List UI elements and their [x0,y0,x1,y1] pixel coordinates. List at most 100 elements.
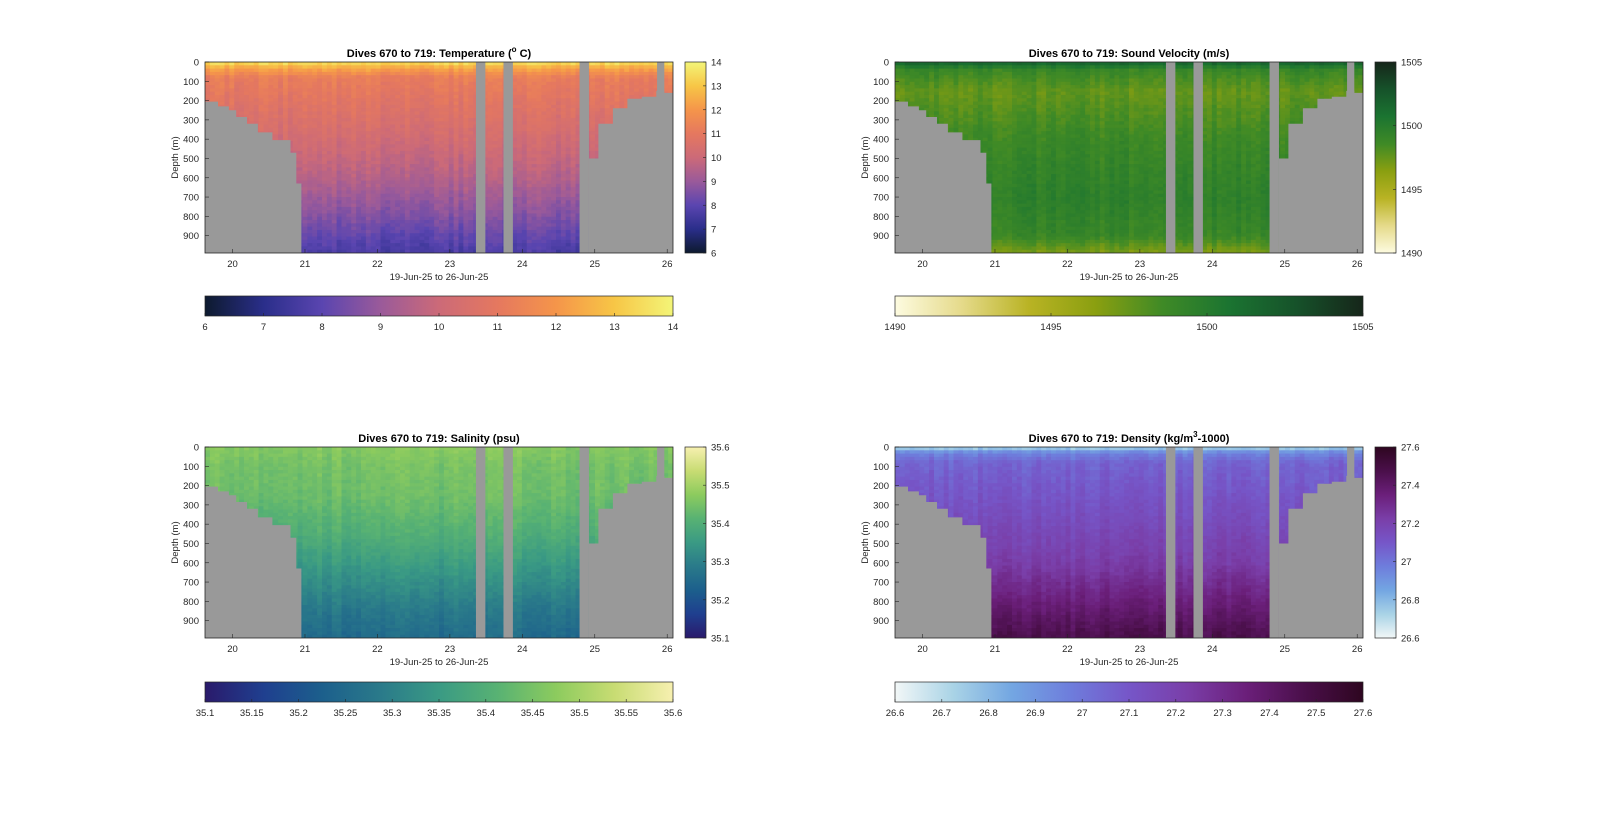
heatmap-cell [604,88,611,93]
heatmap-cell [482,91,489,96]
heatmap-cell [473,104,479,109]
heatmap-cell [551,137,557,142]
heatmap-cell [331,91,338,96]
heatmap-cell [365,111,372,116]
heatmap-cell [346,173,352,178]
heatmap-cell [341,193,347,198]
heatmap-cell [453,229,460,234]
heatmap-cell [551,114,557,119]
heatmap-cell [326,213,333,218]
heatmap-cell [458,121,464,126]
heatmap-cell [409,62,416,66]
heatmap-cell [307,108,313,112]
heatmap-cell [424,94,430,99]
heatmap-cell [253,104,260,109]
heatmap-cell [356,101,362,106]
heatmap-cell [302,223,308,228]
heatmap-cell [380,216,386,221]
heatmap-cell [482,193,489,198]
heatmap-cell [560,121,567,126]
heatmap-cell [541,164,547,168]
heatmap-cell [556,190,562,195]
heatmap-cell [512,170,518,175]
heatmap-cell [419,111,425,116]
heatmap-cell [512,206,518,211]
heatmap-cell [473,127,479,132]
heatmap-cell [468,236,474,241]
heatmap-cell [312,71,318,76]
heatmap-cell [487,104,494,109]
heatmap-cell [473,206,479,211]
heatmap-cell [229,71,235,76]
heatmap-cell [463,183,469,188]
heatmap-cell [385,206,391,211]
heatmap-cell [312,98,318,103]
heatmap-cell [341,108,347,112]
heatmap-cell [253,117,260,122]
heatmap-cell [326,150,333,155]
heatmap-cell [419,190,425,195]
heatmap-cell [346,243,352,248]
heatmap-cell [458,177,464,182]
heatmap-cell [404,94,411,99]
heatmap-cell [439,167,445,172]
heatmap-cell [346,170,352,175]
heatmap-cell [229,98,235,103]
heatmap-cell [365,75,372,80]
heatmap-cell [424,249,430,253]
heatmap-cell [482,114,489,119]
heatmap-cell [590,65,596,70]
heatmap-cell [497,154,503,159]
heatmap-cell [219,85,226,89]
heatmap-cell [434,243,440,248]
heatmap-cell [346,81,352,86]
heatmap-cell [512,117,518,122]
heatmap-cell [287,65,294,70]
heatmap-cell [570,85,577,89]
heatmap-cell [351,177,357,182]
heatmap-cell [409,167,416,172]
heatmap-cell [302,193,308,198]
heatmap-cell [400,141,406,145]
heatmap-cell [322,111,328,116]
heatmap-cell [482,62,489,66]
heatmap-cell [439,187,445,192]
heatmap-cell [434,88,440,93]
heatmap-cell [395,180,401,185]
heatmap-cell [322,193,328,198]
heatmap-cell [375,233,382,238]
heatmap-cell [302,137,308,142]
heatmap-cell [336,206,343,211]
heatmap-cell [361,62,367,66]
heatmap-cell [214,85,221,89]
heatmap-cell [512,147,518,152]
heatmap-cell [541,187,547,192]
heatmap-cell [453,164,460,168]
heatmap-cell [244,98,250,103]
heatmap-cell [268,111,274,116]
heatmap-cell [521,68,528,73]
heatmap-cell [400,210,406,215]
heatmap-cell [248,88,255,93]
heatmap-cell [326,239,333,244]
heatmap-cell [590,108,596,112]
heatmap-cell [575,187,581,192]
heatmap-cell [224,62,230,66]
heatmap-cell [463,124,469,129]
heatmap-cell [336,88,343,93]
heatmap-cell [370,144,377,149]
heatmap-cell [356,85,362,89]
heatmap-cell [346,65,352,70]
heatmap-cell [434,223,440,228]
heatmap-cell [370,88,377,93]
heatmap-cell [351,210,357,215]
heatmap-cell [375,216,382,221]
heatmap-cell [595,111,601,116]
heatmap-cell [546,117,552,122]
heatmap-cell [434,197,440,201]
heatmap-cell [346,114,352,119]
heatmap-cell [556,141,562,145]
heatmap-cell [326,177,333,182]
heatmap-cell [390,223,396,228]
heatmap-cell [575,71,581,76]
